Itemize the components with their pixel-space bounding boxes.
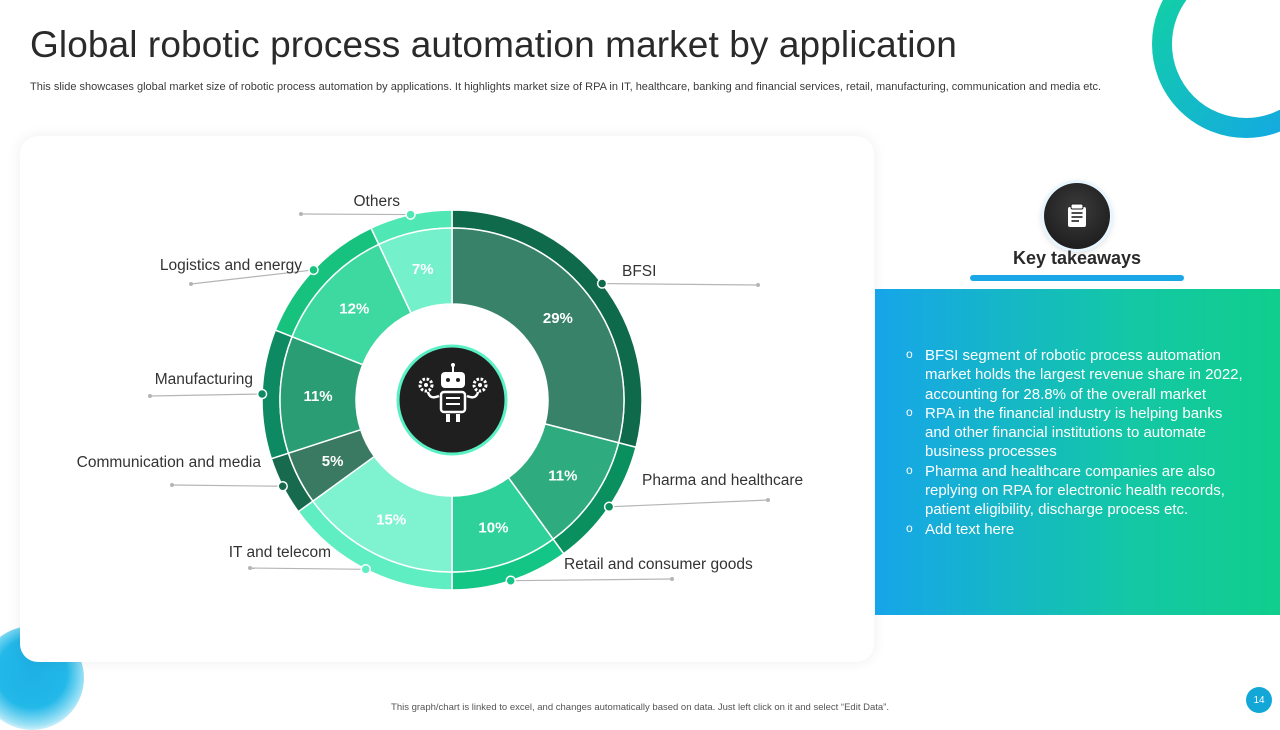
category-label-logistics-and-energy: Logistics and energy xyxy=(160,257,302,274)
category-label-pharma-and-healthcare: Pharma and healthcare xyxy=(642,472,803,489)
slice-label-manufacturing: 11% xyxy=(303,388,332,405)
callout-line-retail-and-consumer-goods xyxy=(510,578,673,582)
takeaway-item: BFSI segment of robotic process automati… xyxy=(905,345,1245,404)
notes-icon xyxy=(1044,183,1110,249)
callout-end-it-and-telecom xyxy=(248,566,252,570)
callout-dot-retail-and-consumer-goods xyxy=(505,575,516,586)
callout-dot-bfsi xyxy=(596,278,608,289)
callout-dot-it-and-telecom xyxy=(360,564,371,575)
page-number: 14 xyxy=(1246,687,1272,713)
decorative-ring xyxy=(1152,0,1280,138)
donut-chart[interactable]: BFSI Pharma and healthcare Retail and cons… xyxy=(20,136,874,662)
callout-end-retail-and-consumer-goods xyxy=(670,577,674,581)
category-label-communication-and-media: Communication and media xyxy=(77,454,262,471)
slice-label-communication-and-media: 5% xyxy=(322,453,344,470)
chart-card: BFSI Pharma and healthcare Retail and cons… xyxy=(20,136,874,662)
slice-label-retail-and-consumer-goods: 10% xyxy=(478,519,508,536)
callout-end-others xyxy=(299,212,303,216)
callout-line-communication-and-media xyxy=(171,484,283,487)
category-label-it-and-telecom: IT and telecom xyxy=(229,544,331,561)
callout-dot-manufacturing xyxy=(256,388,268,400)
footer-note: This graph/chart is linked to excel, and… xyxy=(391,702,889,713)
callout-line-others xyxy=(300,213,411,216)
takeaway-item[interactable]: Add text here xyxy=(905,519,1245,539)
callout-dot-others xyxy=(405,209,416,220)
category-label-bfsi: BFSI xyxy=(622,263,656,280)
key-takeaways-title: Key takeaways xyxy=(1012,248,1142,268)
slice-label-it-and-telecom: 15% xyxy=(376,511,406,528)
callout-end-communication-and-media xyxy=(170,483,174,487)
callout-line-pharma-and-healthcare xyxy=(609,499,769,508)
callout-dot-pharma-and-healthcare xyxy=(603,501,615,513)
callout-end-pharma-and-healthcare xyxy=(766,498,770,502)
callout-end-logistics-and-energy xyxy=(189,282,193,286)
takeaways-list: BFSI segment of robotic process automati… xyxy=(905,345,1245,539)
page-subtitle: This slide showcases global market size … xyxy=(30,81,1101,93)
slice-label-logistics-and-energy: 12% xyxy=(339,300,369,317)
callout-dot-logistics-and-energy xyxy=(308,264,319,276)
slice-label-pharma-and-healthcare: 11% xyxy=(548,467,577,484)
slice-label-others: 7% xyxy=(412,261,434,278)
callout-line-manufacturing xyxy=(149,393,263,397)
robot-with-gears-icon xyxy=(418,363,488,422)
center-hub xyxy=(356,304,548,496)
callout-line-logistics-and-energy xyxy=(190,269,314,285)
slice-label-bfsi: 29% xyxy=(543,310,573,327)
key-takeaways-underline xyxy=(970,275,1184,281)
key-takeaways-panel: BFSI segment of robotic process automati… xyxy=(875,289,1280,615)
takeaway-item: Pharma and healthcare companies are also… xyxy=(905,461,1245,520)
callout-end-manufacturing xyxy=(148,394,152,398)
page-title: Global robotic process automation market… xyxy=(30,24,957,65)
category-label-manufacturing: Manufacturing xyxy=(155,371,253,388)
category-label-others: Others xyxy=(353,193,400,210)
takeaway-item: RPA in the financial industry is helping… xyxy=(905,403,1245,462)
callout-dot-communication-and-media xyxy=(277,481,288,492)
callout-line-it-and-telecom xyxy=(249,567,366,570)
callout-end-bfsi xyxy=(756,283,760,287)
callout-line-bfsi xyxy=(602,282,759,286)
category-label-retail-and-consumer-goods: Retail and consumer goods xyxy=(564,556,753,573)
